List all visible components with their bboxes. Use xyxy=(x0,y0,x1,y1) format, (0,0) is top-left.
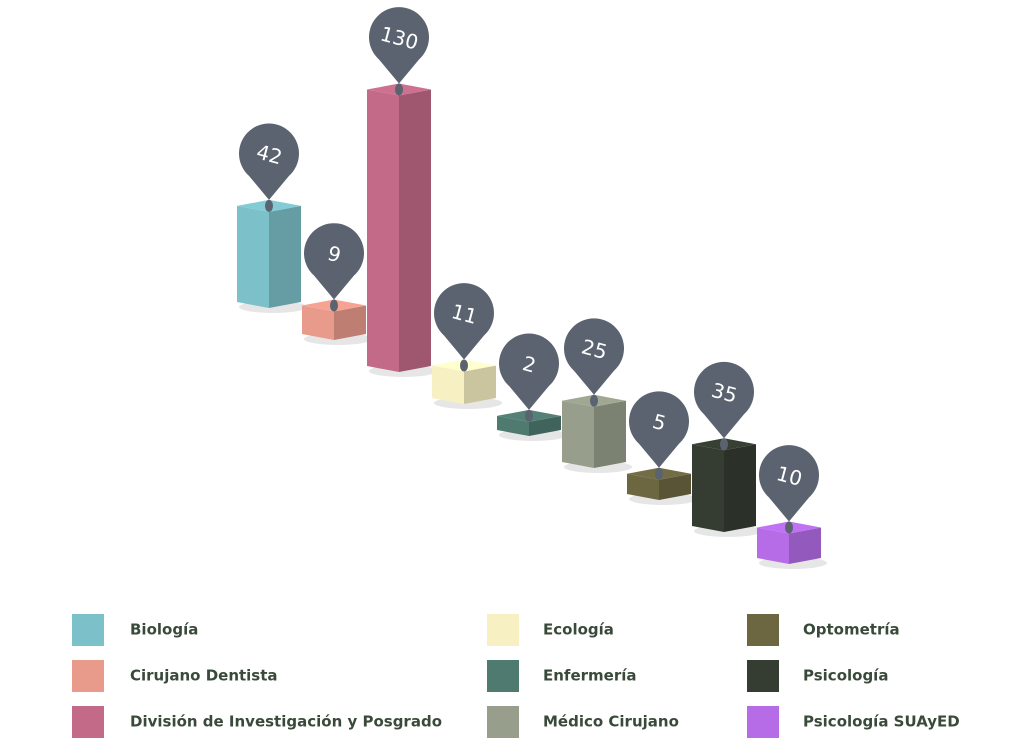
bar-right-face xyxy=(724,444,756,532)
legend-label: División de Investigación y Posgrado xyxy=(130,713,442,731)
legend-label: Ecología xyxy=(543,621,614,639)
legend-swatch xyxy=(747,614,779,646)
bar-left-face xyxy=(562,400,594,468)
legend-swatch xyxy=(487,614,519,646)
legend-swatch xyxy=(72,614,104,646)
label-pin xyxy=(395,83,403,96)
bar-right-face xyxy=(464,365,496,404)
label-bubble xyxy=(434,283,495,360)
bar-left-face xyxy=(237,205,269,308)
label-pin xyxy=(330,299,338,312)
legend-swatch xyxy=(487,706,519,738)
legend-label: Enfermería xyxy=(543,667,637,685)
bar-left-face xyxy=(627,473,659,500)
bar-left-face xyxy=(692,444,724,532)
label-bubble xyxy=(564,318,624,395)
label-pin xyxy=(655,467,663,480)
legend-label: Psicología SUAyED xyxy=(803,713,960,731)
legend-label: Biología xyxy=(130,621,198,639)
label-bubble xyxy=(499,333,559,410)
label-pin xyxy=(590,394,598,407)
label-bubble xyxy=(369,7,430,84)
legend-label: Optometría xyxy=(803,621,900,639)
bar-right-face xyxy=(334,305,366,340)
label-pin xyxy=(525,409,533,422)
bar-right-face xyxy=(529,415,561,436)
bar-left-face xyxy=(757,527,789,564)
legend-swatch xyxy=(487,660,519,692)
bar-right-face xyxy=(594,400,626,468)
label-pin xyxy=(785,521,793,534)
bar-left-face xyxy=(302,305,334,340)
label-pin xyxy=(265,199,273,212)
label-bubble xyxy=(239,123,300,200)
bar-left-face xyxy=(432,365,464,404)
legend-label: Psicología xyxy=(803,667,888,685)
bar-right-face xyxy=(399,89,431,372)
legend-label: Médico Cirujano xyxy=(543,713,679,731)
bar-left-face xyxy=(497,415,529,436)
data-label: 5 xyxy=(650,409,669,435)
label-bubble xyxy=(759,445,819,522)
data-label: 2 xyxy=(520,351,539,377)
bar-right-face xyxy=(269,205,301,308)
label-bubble xyxy=(629,391,689,468)
label-bubble xyxy=(304,223,364,300)
bar-left-face xyxy=(367,89,399,372)
legend-swatch xyxy=(747,706,779,738)
data-label: 9 xyxy=(325,241,344,267)
legend-label: Cirujano Dentista xyxy=(130,667,278,685)
label-bubble xyxy=(694,361,754,439)
bar-right-face xyxy=(659,473,691,500)
legend-swatch xyxy=(72,660,104,692)
legend-swatch xyxy=(747,660,779,692)
label-pin xyxy=(460,359,468,372)
legend-swatch xyxy=(72,706,104,738)
bar-right-face xyxy=(789,527,821,564)
label-pin xyxy=(720,438,728,451)
